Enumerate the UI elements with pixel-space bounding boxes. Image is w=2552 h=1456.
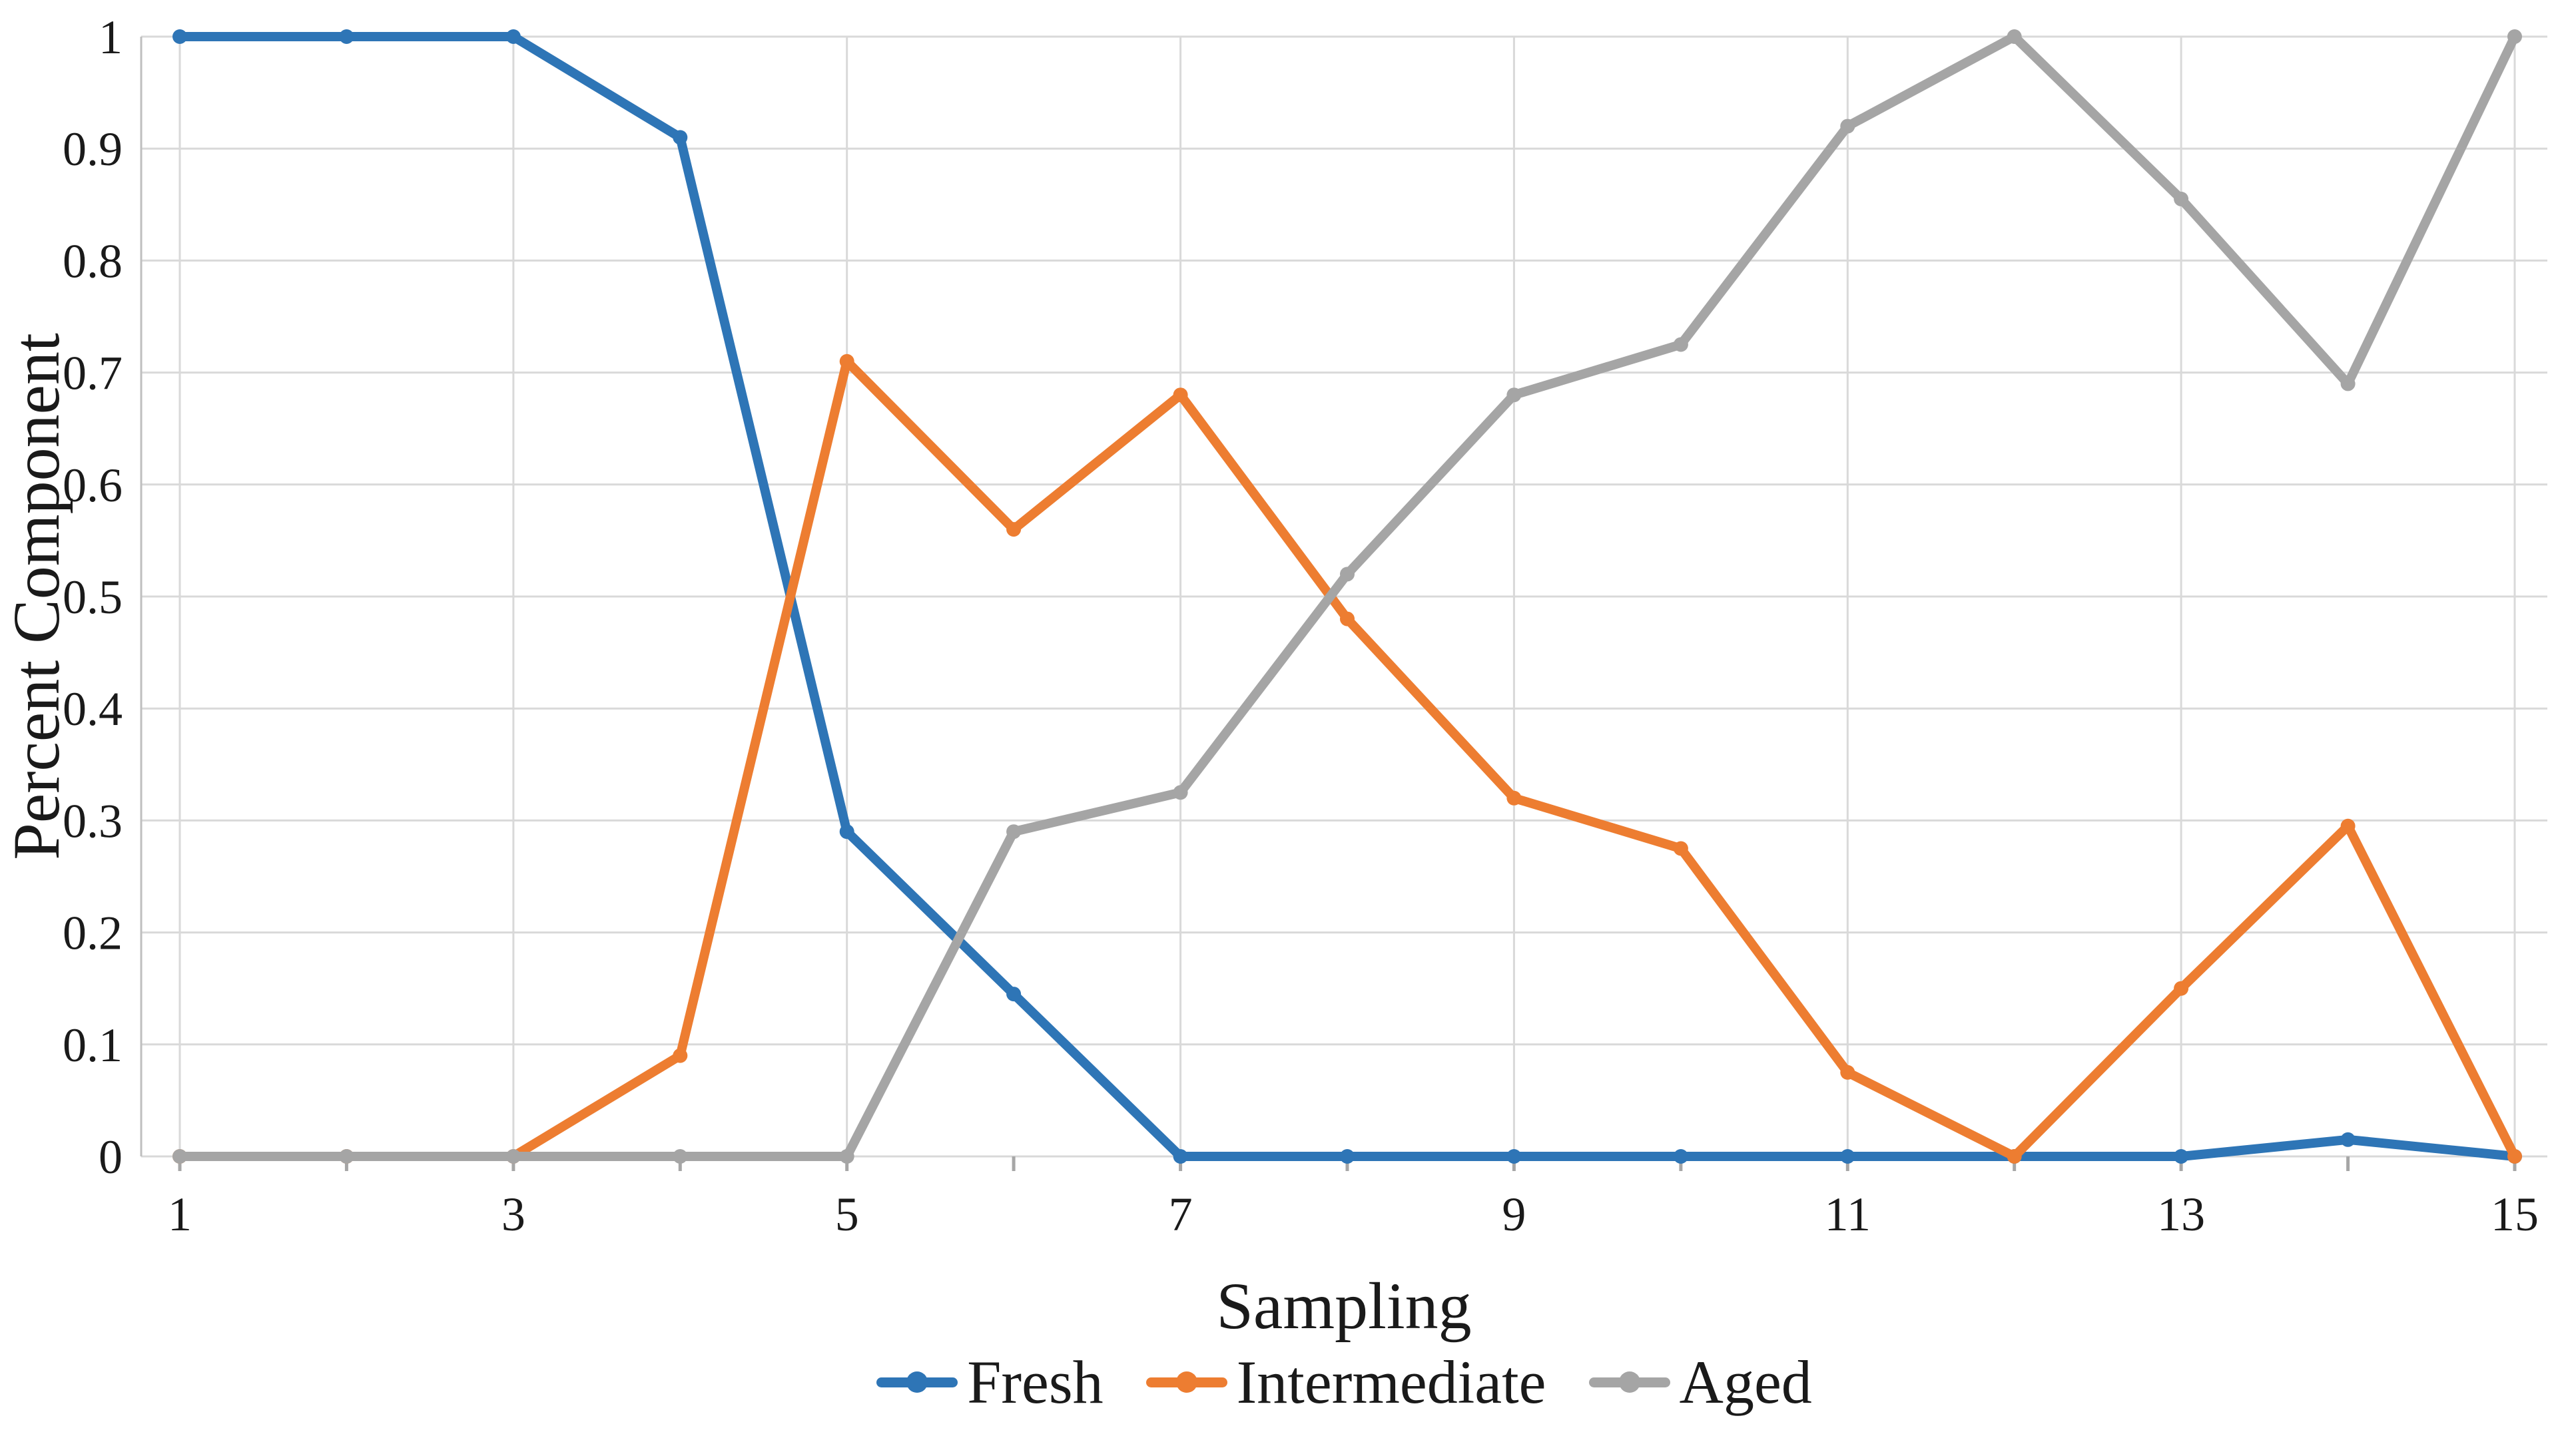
legend-swatch-aged [1588, 1371, 1670, 1393]
data-point-fresh [1340, 1149, 1355, 1164]
data-point-intermediate [839, 354, 854, 369]
data-point-fresh [1506, 1149, 1522, 1164]
data-point-aged [339, 1149, 354, 1164]
data-point-aged [1840, 119, 1855, 134]
data-point-fresh [505, 29, 521, 44]
x-axis-title: Sampling [1216, 1269, 1471, 1343]
data-point-intermediate [1506, 790, 1522, 806]
y-tick-label: 0.6 [63, 459, 123, 512]
data-point-aged [1340, 567, 1355, 582]
data-point-intermediate [1006, 522, 1022, 537]
legend-swatch-fresh [876, 1371, 958, 1393]
x-tick-label: 5 [835, 1188, 859, 1241]
data-point-fresh [1840, 1149, 1855, 1164]
x-tick-label: 3 [501, 1188, 525, 1241]
chart-plot-area: 00.10.20.30.40.50.60.70.80.911 3 5 7 9 11 13 15 [63, 11, 2547, 1241]
legend-label-intermediate: Intermediate [1236, 1348, 1546, 1416]
data-point-aged [2340, 376, 2356, 391]
y-tick-label: 0 [99, 1130, 123, 1184]
data-point-aged [2174, 191, 2189, 206]
legend-label-aged: Aged [1679, 1348, 1812, 1416]
data-point-fresh [1673, 1149, 1688, 1164]
data-point-fresh [673, 130, 688, 145]
data-point-intermediate [1340, 611, 1355, 626]
data-point-intermediate [1173, 387, 1188, 403]
legend: Fresh Intermediate Aged [141, 1351, 2547, 1413]
y-tick-label: 1 [99, 11, 123, 64]
data-point-aged [172, 1149, 187, 1164]
x-tick-label: 13 [2157, 1188, 2205, 1241]
data-point-fresh [172, 29, 187, 44]
data-point-intermediate [1840, 1065, 1855, 1080]
data-point-fresh [1006, 987, 1022, 1002]
legend-item-fresh: Fresh [876, 1348, 1104, 1416]
data-point-intermediate [2174, 981, 2189, 996]
y-tick-label: 0.2 [63, 907, 123, 960]
y-tick-label: 0.5 [63, 571, 123, 624]
data-point-aged [2007, 29, 2022, 44]
y-tick-label: 0.7 [63, 347, 123, 400]
data-point-intermediate [2507, 1149, 2522, 1164]
data-point-intermediate [2340, 818, 2356, 834]
x-tick-label: 9 [1502, 1188, 1526, 1241]
data-point-aged [1673, 337, 1688, 352]
data-point-intermediate [2007, 1149, 2022, 1164]
y-axis-title: Percent Component [0, 333, 73, 860]
data-point-fresh [2174, 1149, 2189, 1164]
legend-swatch-intermediate [1145, 1371, 1227, 1393]
legend-item-intermediate: Intermediate [1145, 1348, 1546, 1416]
x-tick-label: 1 [168, 1188, 192, 1241]
x-tick-label: 7 [1169, 1188, 1193, 1241]
data-point-intermediate [673, 1048, 688, 1063]
y-tick-label: 0.3 [63, 794, 123, 848]
y-tick-label: 0.1 [63, 1019, 123, 1072]
data-point-aged [505, 1149, 521, 1164]
data-point-fresh [339, 29, 354, 44]
data-point-aged [673, 1149, 688, 1164]
y-tick-label: 0.4 [63, 682, 123, 736]
y-tick-label: 0.9 [63, 122, 123, 176]
data-point-aged [2507, 29, 2522, 44]
data-point-aged [1006, 824, 1022, 840]
data-point-fresh [839, 824, 854, 840]
data-point-aged [1506, 387, 1522, 403]
data-point-fresh [1173, 1149, 1188, 1164]
y-tick-label: 0.8 [63, 234, 123, 288]
data-point-aged [839, 1149, 854, 1164]
x-tick-label: 11 [1825, 1188, 1871, 1241]
data-point-aged [1173, 785, 1188, 800]
legend-item-aged: Aged [1588, 1348, 1812, 1416]
series-line-intermediate [175, 356, 2519, 1161]
x-tick-label: 15 [2491, 1188, 2539, 1241]
data-point-intermediate [1673, 841, 1688, 856]
data-point-fresh [2340, 1132, 2356, 1147]
legend-label-fresh: Fresh [967, 1348, 1104, 1416]
